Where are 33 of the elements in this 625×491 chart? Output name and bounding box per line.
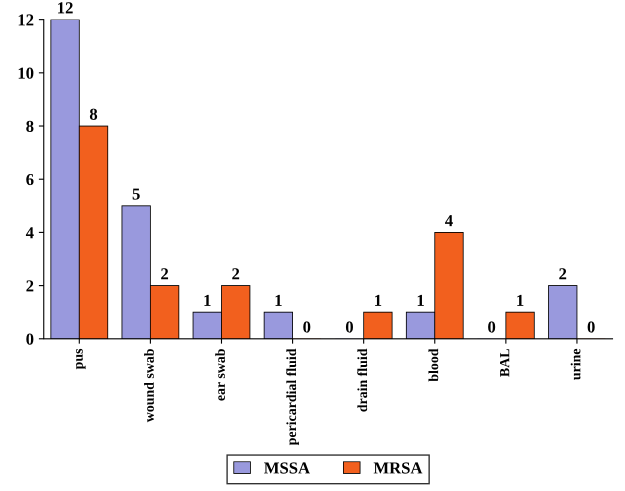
x-tick-label: ear swab [215, 349, 225, 401]
x-tick-label: blood [428, 348, 438, 382]
legend-label: MSSA [264, 462, 310, 474]
legend-label: MRSA [374, 462, 422, 474]
data-label: 1 [517, 294, 524, 306]
x-tick-label: pericardial fluid [286, 348, 299, 446]
data-label: 1 [375, 294, 382, 306]
x-tick-label: drain fluid [357, 348, 368, 412]
y-tick-label: 0 [26, 333, 34, 345]
data-label: 2 [232, 268, 240, 280]
data-label: 0 [346, 321, 353, 333]
x-tick-label: wound swab [144, 349, 154, 422]
data-label: 12 [58, 2, 73, 14]
data-label: 1 [418, 294, 424, 306]
y-tick-label: 4 [26, 227, 34, 238]
data-label: 2 [559, 268, 566, 280]
data-label: 2 [161, 268, 168, 280]
y-tick-label: 10 [18, 68, 34, 79]
data-label: 0 [488, 321, 496, 333]
data-label: 1 [276, 294, 282, 306]
data-label: 0 [588, 321, 595, 333]
data-label: 1 [204, 294, 211, 306]
data-label: 4 [445, 215, 453, 226]
x-tick-label: pus [76, 348, 86, 370]
y-tick-label: 2 [26, 280, 34, 292]
y-tick-label: 8 [26, 120, 34, 132]
x-tick-label: BAL [500, 349, 510, 377]
data-label: 5 [132, 188, 140, 200]
data-label: 0 [303, 321, 310, 333]
data-label: 8 [90, 108, 98, 120]
y-tick-label: 6 [26, 174, 34, 186]
x-tick-label: urine [570, 348, 580, 380]
y-tick-label: 12 [18, 14, 34, 26]
